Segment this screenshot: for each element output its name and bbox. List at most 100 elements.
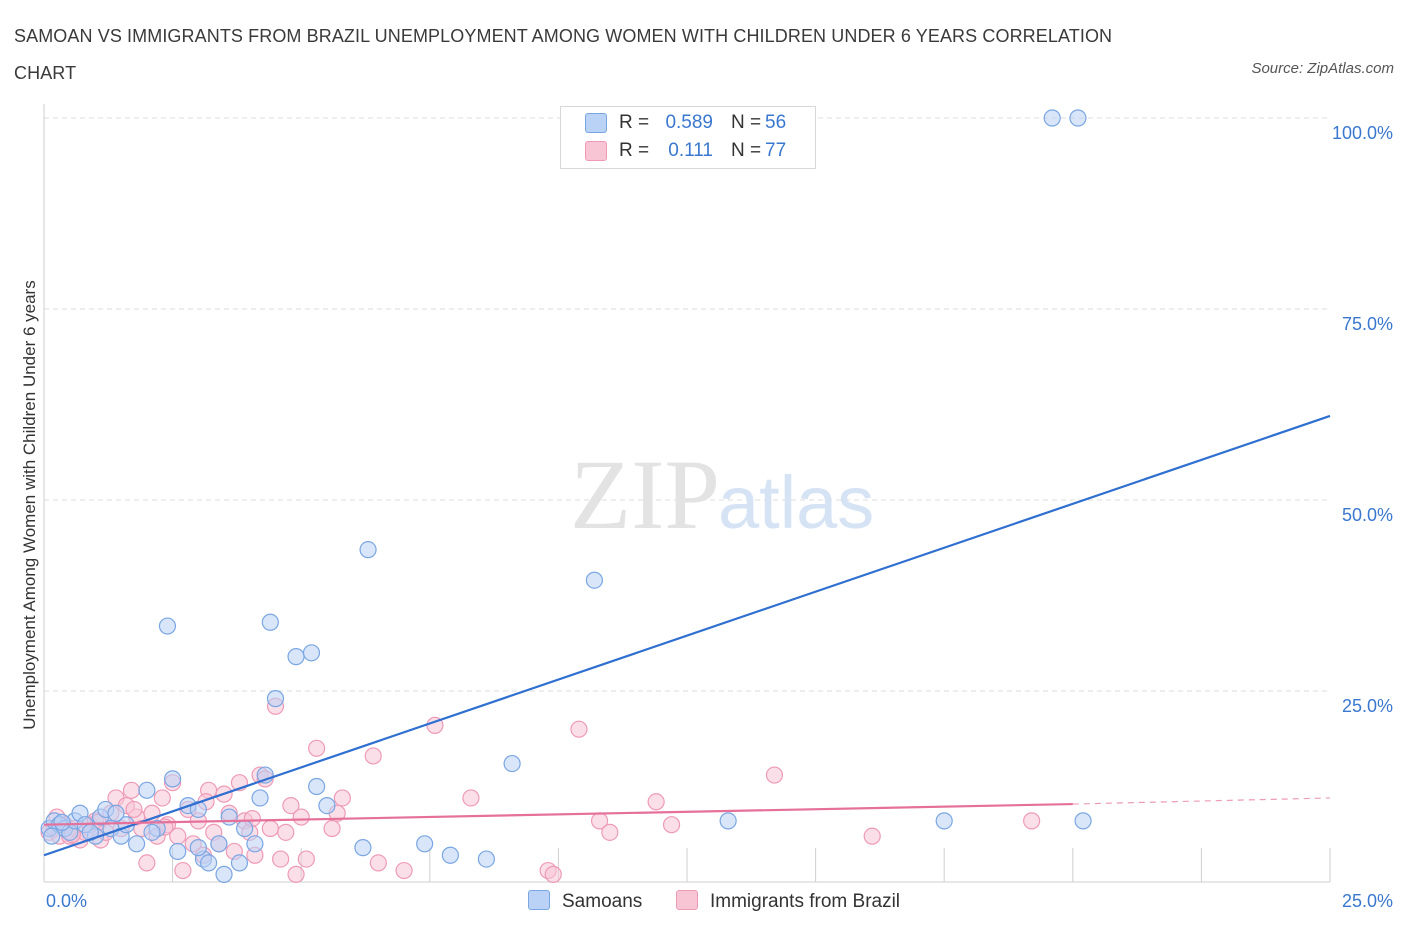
correlation-legend: R = 0.589 N = 56 R = 0.111 N = 77 [560,106,816,169]
brazil-point [297,850,315,868]
r-value: 0.589 [665,112,713,133]
gridlines [44,117,1330,692]
samoans-point [138,781,156,799]
r-key: R = [619,112,650,133]
brazil-point [647,793,665,811]
trendlines [43,414,1331,857]
brazil-swatch [676,890,698,910]
brazil-point [369,854,387,872]
samoans-swatch [585,113,607,133]
samoans-point [251,789,269,807]
samoans-point [318,796,336,815]
samoans-point [441,846,459,864]
brazil-point [364,747,382,765]
y-tick-label: 50.0% [1342,505,1393,525]
legend-label: Immigrants from Brazil [710,891,901,912]
brazil-point [174,861,192,880]
brazil-swatch [585,141,607,161]
watermark-zip: ZIP [570,439,720,550]
y-axis-label: Unemployment Among Women with Children U… [20,280,39,730]
samoans-point [266,690,285,708]
legend-label: Samoans [562,891,643,912]
brazil-point [544,865,562,883]
brazil-point [662,816,681,834]
samoans-point [189,839,207,857]
x-tick-label: 25.0% [1342,891,1393,911]
brazil-point [125,800,143,819]
samoans-point [1069,109,1087,127]
samoans-point [308,777,326,796]
samoans-point [1043,109,1061,127]
samoans-point [53,813,71,832]
samoans-point [107,804,125,822]
brazil-point [333,789,351,807]
samoans-point [230,854,249,872]
samoans-point [302,644,321,662]
samoans-point [158,617,177,635]
brazil-point [462,789,480,807]
samoans-point [287,648,305,666]
samoans-point [210,835,228,853]
samoans-points [40,109,1092,883]
samoans-point [416,835,434,853]
samoans-point [200,854,218,872]
brazil-point [765,766,784,784]
samoans-point [935,812,953,830]
brazil-point [1023,812,1041,830]
samoans-point [354,839,372,857]
legend-item-samoans[interactable]: Samoans [528,889,642,915]
samoans-point [215,865,233,883]
samoans-swatch [528,890,550,910]
brazil-point [122,781,141,799]
brazil-point [287,865,305,883]
x-tick-label: 0.0% [46,891,87,911]
chart-title: SAMOAN VS IMMIGRANTS FROM BRAZIL UNEMPLO… [14,26,1113,83]
brazil-points [40,697,1041,883]
samoans-point [169,842,187,861]
brazil-point [601,823,619,841]
legend-item-brazil[interactable]: Immigrants from Brazil [676,889,900,915]
samoans-point [220,808,238,826]
brazil-point [323,819,341,838]
samoans-trendline [43,414,1331,857]
samoans-point [585,571,604,589]
y-tick-label: 100.0% [1332,123,1393,143]
samoans-point [43,827,61,845]
brazil-point [292,808,310,826]
n-value: 77 [765,140,787,161]
brazil-point [282,796,300,815]
brazil-point [272,850,290,868]
brazil-point [863,827,881,845]
samoans-point [164,770,182,788]
brazil-point [570,720,588,738]
brazil-point [261,819,279,838]
watermark-atlas: atlas [718,461,874,544]
brazil-trendline-extension [1072,797,1331,805]
samoans-point [261,613,279,631]
source-note: Source: ZipAtlas.com [1251,60,1394,77]
samoans-point [719,812,737,830]
y-tick-label: 75.0% [1342,314,1393,334]
brazil-point [153,789,171,807]
n-key: N = [731,140,762,161]
samoans-point [127,835,146,853]
series-legend: Samoans Immigrants from Brazil [0,889,1406,915]
brazil-point [277,823,295,841]
samoans-point [236,819,254,838]
r-key: R = [619,140,650,161]
samoans-point [503,754,521,773]
samoans-point [359,541,377,559]
samoans-point [143,823,161,841]
tick-labels: 25.0% 50.0% 75.0% 100.0% 0.0% 25.0% [46,123,1393,911]
samoans-point [246,835,264,853]
samoans-point [477,850,495,868]
samoans-point [1074,812,1092,830]
brazil-point [138,854,156,872]
r-value: 0.111 [668,140,713,161]
brazil-point [395,861,413,880]
y-tick-label: 25.0% [1342,696,1393,716]
n-value: 56 [765,112,787,133]
n-key: N = [731,112,762,133]
brazil-trendline [43,802,1073,826]
